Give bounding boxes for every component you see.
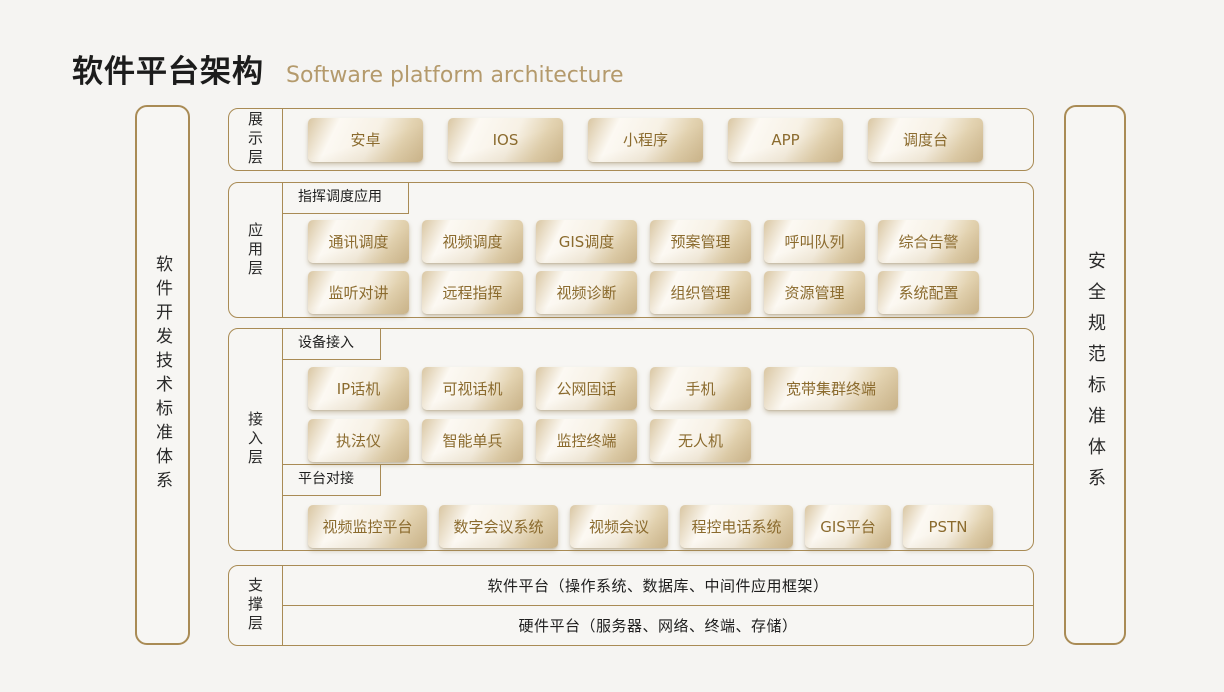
layer-application-label: 应用层: [229, 183, 283, 317]
layer-label-text: 展示层: [246, 111, 264, 168]
node-chip: GIS平台: [805, 505, 891, 548]
layer-application: 应用层 指挥调度应用 通讯调度 视频调度 GIS调度 预案管理 呼叫队列 综合告…: [228, 182, 1034, 318]
application-row-1: 通讯调度 视频调度 GIS调度 预案管理 呼叫队列 综合告警: [308, 220, 1033, 263]
node-chip: 数字会议系统: [439, 505, 558, 548]
node-chip: 手机: [650, 367, 751, 410]
node-chip: 执法仪: [308, 419, 409, 462]
right-standards-label: 安全规范标准体系: [1085, 251, 1106, 499]
layer-label-text: 支撑层: [246, 577, 264, 634]
layer-access: 接入层 设备接入 IP话机 可视话机 公网固话 手机 宽带集群终端 执法仪 智能…: [228, 328, 1034, 551]
node-chip: 视频会议: [570, 505, 668, 548]
node-chip: 呼叫队列: [764, 220, 865, 263]
node-chip: 监控终端: [536, 419, 637, 462]
node-chip: 预案管理: [650, 220, 751, 263]
node-chip: 视频监控平台: [308, 505, 427, 548]
node-chip: 安卓: [308, 117, 423, 162]
node-chip: 小程序: [588, 117, 703, 162]
support-software-platform: 软件平台（操作系统、数据库、中间件应用框架）: [487, 577, 829, 595]
layer-access-label: 接入层: [229, 329, 283, 550]
node-chip: 资源管理: [764, 271, 865, 314]
node-chip: IP话机: [308, 367, 409, 410]
left-standards-label: 软件开发技术标准体系: [152, 255, 172, 495]
group-tag-device-access: 设备接入: [283, 329, 381, 360]
layer-presentation: 展示层 安卓 IOS 小程序 APP 调度台: [228, 108, 1034, 171]
platform-row: 视频监控平台 数字会议系统 视频会议 程控电话系统 GIS平台 PSTN: [283, 496, 1033, 548]
device-row-2: 执法仪 智能单兵 监控终端 无人机: [308, 419, 1033, 462]
node-chip: 监听对讲: [308, 271, 409, 314]
node-chip: 视频调度: [422, 220, 523, 263]
page-title: 软件平台架构 Software platform architecture: [72, 46, 624, 91]
node-chip: 可视话机: [422, 367, 523, 410]
layer-support: 支撑层 软件平台（操作系统、数据库、中间件应用框架） 硬件平台（服务器、网络、终…: [228, 565, 1034, 646]
page-title-en: Software platform architecture: [286, 63, 624, 88]
node-chip: 远程指挥: [422, 271, 523, 314]
access-section-divider: [283, 464, 1033, 465]
layer-presentation-content: 安卓 IOS 小程序 APP 调度台: [283, 109, 1033, 170]
node-chip: 程控电话系统: [680, 505, 793, 548]
node-chip: 智能单兵: [422, 419, 523, 462]
layer-support-label: 支撑层: [229, 566, 283, 645]
node-chip: 综合告警: [878, 220, 979, 263]
device-chip-grid: IP话机 可视话机 公网固话 手机 宽带集群终端 执法仪 智能单兵 监控终端 无…: [283, 360, 1033, 462]
device-row-1: IP话机 可视话机 公网固话 手机 宽带集群终端: [308, 367, 1033, 410]
node-chip: IOS: [448, 117, 563, 162]
layer-label-text: 应用层: [246, 221, 264, 279]
node-chip: PSTN: [903, 505, 993, 548]
node-chip: 宽带集群终端: [764, 367, 898, 410]
node-chip: 公网固话: [536, 367, 637, 410]
node-chip: GIS调度: [536, 220, 637, 263]
left-standards-bar: 软件开发技术标准体系: [135, 105, 190, 645]
architecture-layers: 展示层 安卓 IOS 小程序 APP 调度台 应用层 指挥调度应用 通讯调度 视…: [228, 108, 1034, 646]
layer-presentation-label: 展示层: [229, 109, 283, 170]
node-chip: 通讯调度: [308, 220, 409, 263]
node-chip: 调度台: [868, 117, 983, 162]
layer-application-content: 指挥调度应用 通讯调度 视频调度 GIS调度 预案管理 呼叫队列 综合告警 监听…: [283, 183, 1033, 317]
node-chip: 组织管理: [650, 271, 751, 314]
application-chip-grid: 通讯调度 视频调度 GIS调度 预案管理 呼叫队列 综合告警 监听对讲 远程指挥…: [283, 214, 1033, 314]
support-hardware-platform: 硬件平台（服务器、网络、终端、存储）: [283, 605, 1033, 645]
group-tag-platform-link: 平台对接: [283, 465, 381, 496]
page-title-zh: 软件平台架构: [72, 54, 264, 90]
node-chip: 系统配置: [878, 271, 979, 314]
application-row-2: 监听对讲 远程指挥 视频诊断 组织管理 资源管理 系统配置: [308, 271, 1033, 314]
group-tag-command-dispatch: 指挥调度应用: [283, 183, 409, 214]
layer-support-content: 软件平台（操作系统、数据库、中间件应用框架） 硬件平台（服务器、网络、终端、存储…: [283, 566, 1033, 645]
node-chip: APP: [728, 117, 843, 162]
right-standards-bar: 安全规范标准体系: [1064, 105, 1126, 645]
node-chip: 无人机: [650, 419, 751, 462]
node-chip: 视频诊断: [536, 271, 637, 314]
layer-label-text: 接入层: [246, 411, 264, 468]
layer-access-content: 设备接入 IP话机 可视话机 公网固话 手机 宽带集群终端 执法仪 智能单兵 监…: [283, 329, 1033, 550]
